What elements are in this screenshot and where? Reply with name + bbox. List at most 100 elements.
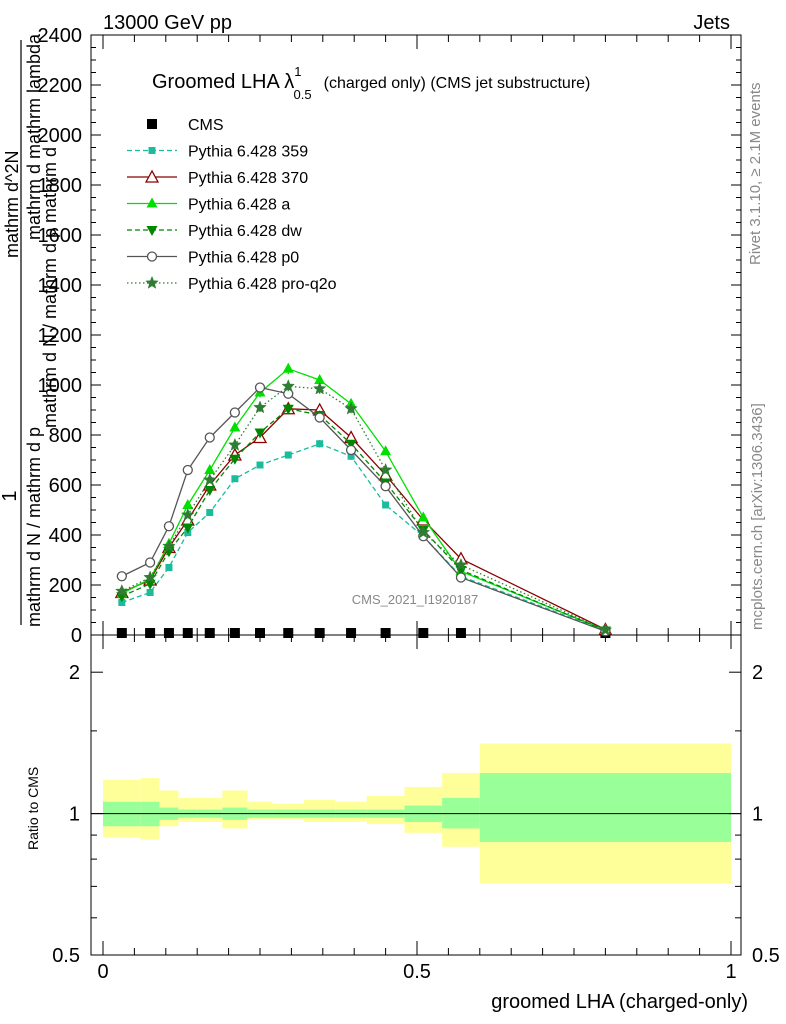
data-point (144, 557, 156, 568)
data-point (380, 445, 392, 456)
x-axis-label: groomed LHA (charged-only) (491, 991, 748, 1013)
data-point (382, 501, 390, 509)
data-point (182, 628, 193, 638)
data-point (454, 557, 468, 571)
data-point (283, 628, 294, 638)
data-point (204, 628, 215, 638)
chart-title-main: Groomed LHA λ (152, 71, 294, 93)
data-point (228, 437, 242, 451)
data-point (314, 628, 325, 638)
data-point (316, 440, 324, 448)
legend-marker-pythia-6-428-dw (146, 226, 158, 236)
data-point (229, 454, 241, 465)
data-point (146, 589, 154, 596)
data-point (314, 374, 326, 384)
data-point (256, 461, 264, 469)
rivet-label: Rivet 3.1.10, ≥ 2.1M events (747, 83, 764, 266)
data-point (116, 571, 127, 582)
y-tick-label: 0 (71, 625, 82, 647)
series-cms (116, 628, 611, 638)
data-point (204, 486, 216, 496)
series-pythia-6-428-pro-q2o (115, 379, 613, 636)
y-tick-label: 200 (49, 575, 82, 597)
data-point (118, 599, 126, 606)
x-tick-label: 0.5 (403, 961, 431, 983)
legend-marker-pythia-6-428-a (146, 197, 158, 208)
header-left: 13000 GeV pp (103, 12, 232, 34)
data-point (417, 511, 429, 522)
data-point (344, 401, 358, 415)
data-point (180, 507, 195, 521)
y-label-lambda: mathrm d mathrm lambda (24, 33, 44, 240)
data-point (206, 509, 214, 516)
data-point (314, 412, 325, 423)
y-tick-label: 600 (49, 475, 82, 497)
series-line-pythia-6-428-370 (121, 408, 606, 631)
legend-label-pythia-6-428-p0: Pythia 6.428 p0 (188, 250, 299, 267)
legend-label-cms: CMS (188, 117, 224, 134)
data-point (143, 570, 157, 584)
legend-label-pythia-6-428-a: Pythia 6.428 a (188, 197, 290, 214)
data-point (380, 481, 391, 492)
y-tick-label: 1000 (38, 375, 83, 397)
data-point (162, 539, 176, 553)
data-point (347, 452, 355, 460)
data-point (115, 584, 129, 598)
y-tick-label: 1400 (38, 275, 83, 297)
data-point (598, 622, 613, 636)
data-point (255, 628, 265, 638)
data-point (418, 628, 429, 638)
data-point (312, 381, 327, 395)
x-tick-label: 0 (97, 961, 108, 983)
data-point (346, 628, 357, 638)
legend-label-pythia-6-428-dw: Pythia 6.428 dw (188, 223, 302, 240)
legend-marker-pythia-6-428-p0 (146, 251, 158, 262)
ratio-tick-label: 1 (69, 804, 80, 826)
data-point (182, 523, 194, 534)
y-tick-label: 2400 (38, 25, 83, 47)
data-point (380, 628, 391, 638)
data-point (282, 362, 294, 373)
data-point (231, 475, 239, 483)
data-point (182, 499, 194, 509)
x-tick-label: 1 (725, 961, 736, 983)
y-tick-label: 1800 (38, 175, 83, 197)
legend-marker-pythia-6-428-359 (148, 147, 156, 154)
y-tick-label: 1200 (38, 325, 83, 347)
data-point (229, 421, 241, 432)
data-point (281, 379, 296, 393)
y-label-denominator: mathrm d N / mathrm d p (24, 427, 44, 627)
y-tick-label: 2200 (38, 75, 83, 97)
legend-label-pythia-6-428-pro-q2o: Pythia 6.428 pro-q2o (188, 276, 337, 293)
data-point (204, 464, 216, 474)
chart-title-sub: 0.5 (294, 87, 312, 102)
y-axis-label: 1 mathrm d N / mathrm d p mathrm d N / m… (0, 33, 60, 627)
y-label-one: 1 (0, 490, 21, 501)
chart-title: Groomed LHA λ1 0.5 (charged only) (CMS jet… (152, 64, 590, 102)
legend-label-pythia-6-428-370: Pythia 6.428 370 (188, 170, 308, 187)
legend-marker-cms (147, 119, 157, 129)
data-point (182, 464, 193, 476)
data-point (455, 572, 467, 583)
watermark: CMS_2021_I1920187 (352, 592, 479, 607)
series-line-pythia-6-428-p0 (121, 386, 606, 632)
ratio-tick-label-right: 0.5 (752, 945, 780, 967)
series-line-pythia-6-428-359 (121, 443, 606, 632)
data-point (254, 428, 266, 439)
series-layer (114, 362, 613, 638)
data-point (254, 382, 266, 393)
y-label-denominator-mathrm: mathrm d N / mathrm d p mathrm d (40, 147, 60, 428)
data-point (416, 525, 431, 539)
y-tick-label: 800 (49, 425, 82, 447)
data-point (145, 628, 156, 638)
legend: CMS Pythia 6.428 359 Pythia 6.428 370 Pythi… (127, 117, 337, 293)
legend-label-pythia-6-428-359: Pythia 6.428 359 (188, 144, 308, 161)
y-label-numerator: mathrm d^2N (2, 151, 22, 258)
ratio-band-inner (479, 773, 731, 843)
data-point (345, 444, 357, 456)
header-right: Jets (693, 12, 730, 34)
ratio-tick-label-right: 2 (752, 662, 763, 684)
y-tick-label: 400 (49, 525, 82, 547)
data-point (163, 521, 175, 532)
y-tick-label: 2000 (38, 125, 83, 147)
